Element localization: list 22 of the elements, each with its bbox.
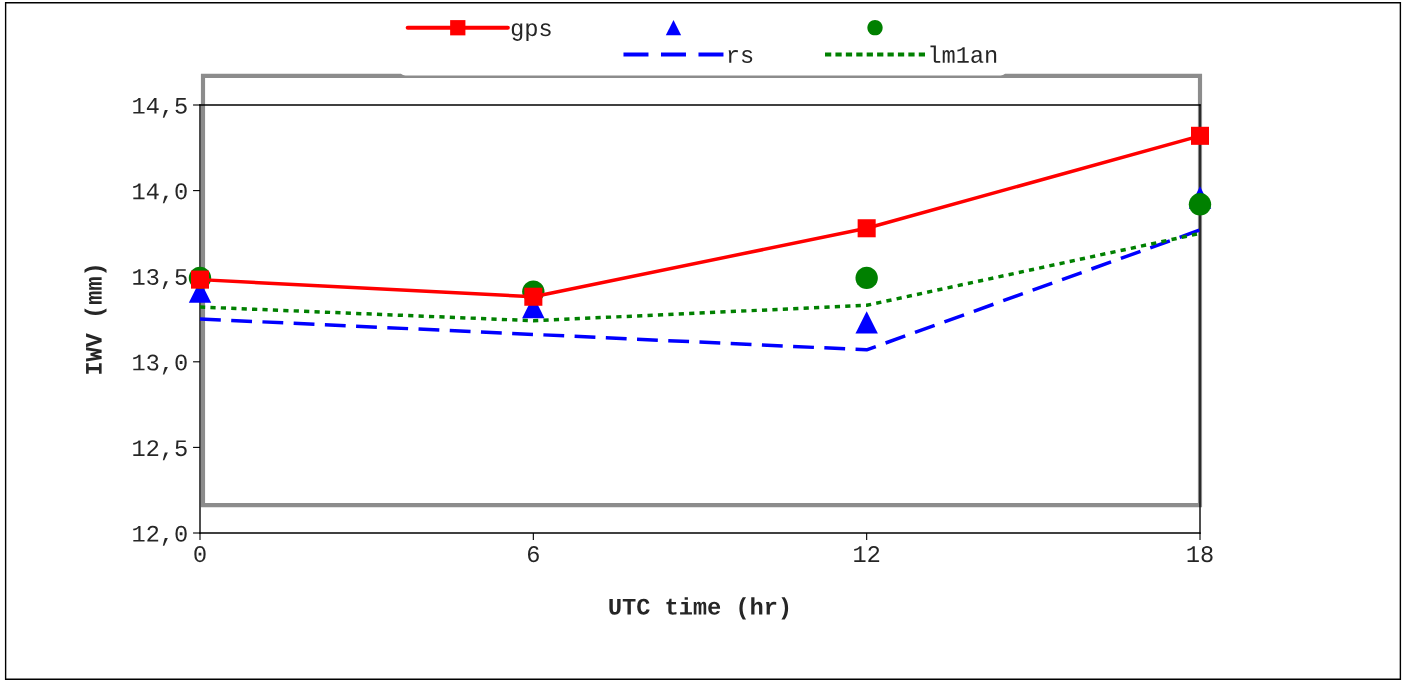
y-tick-label: 14,5 [133, 98, 187, 118]
legend-label: lm1an [930, 45, 997, 63]
x-tick-label: 6 [527, 546, 539, 563]
x-tick-label: 12 [854, 546, 880, 562]
x-axis-title: UTC time (hr) [609, 597, 789, 620]
y-tick-label: 13,0 [133, 354, 187, 375]
x-tick-label: 18 [1187, 546, 1213, 563]
point [1188, 193, 1212, 216]
point [855, 266, 878, 290]
point [857, 219, 876, 238]
line-series [198, 228, 1202, 352]
y-axis-title: IWV (mm) [84, 266, 107, 374]
point [524, 287, 543, 306]
y-tick-label: 12,0 [133, 525, 187, 546]
y-tick-label: 13,5 [133, 268, 187, 289]
x-tick-label: 0 [194, 546, 206, 563]
point [1190, 126, 1210, 145]
legend-label: rs [728, 50, 753, 63]
point [855, 311, 878, 334]
legend-label: gps [511, 23, 551, 41]
y-tick-label: 14,0 [133, 183, 187, 204]
y-tick-label: 12,5 [133, 440, 187, 461]
